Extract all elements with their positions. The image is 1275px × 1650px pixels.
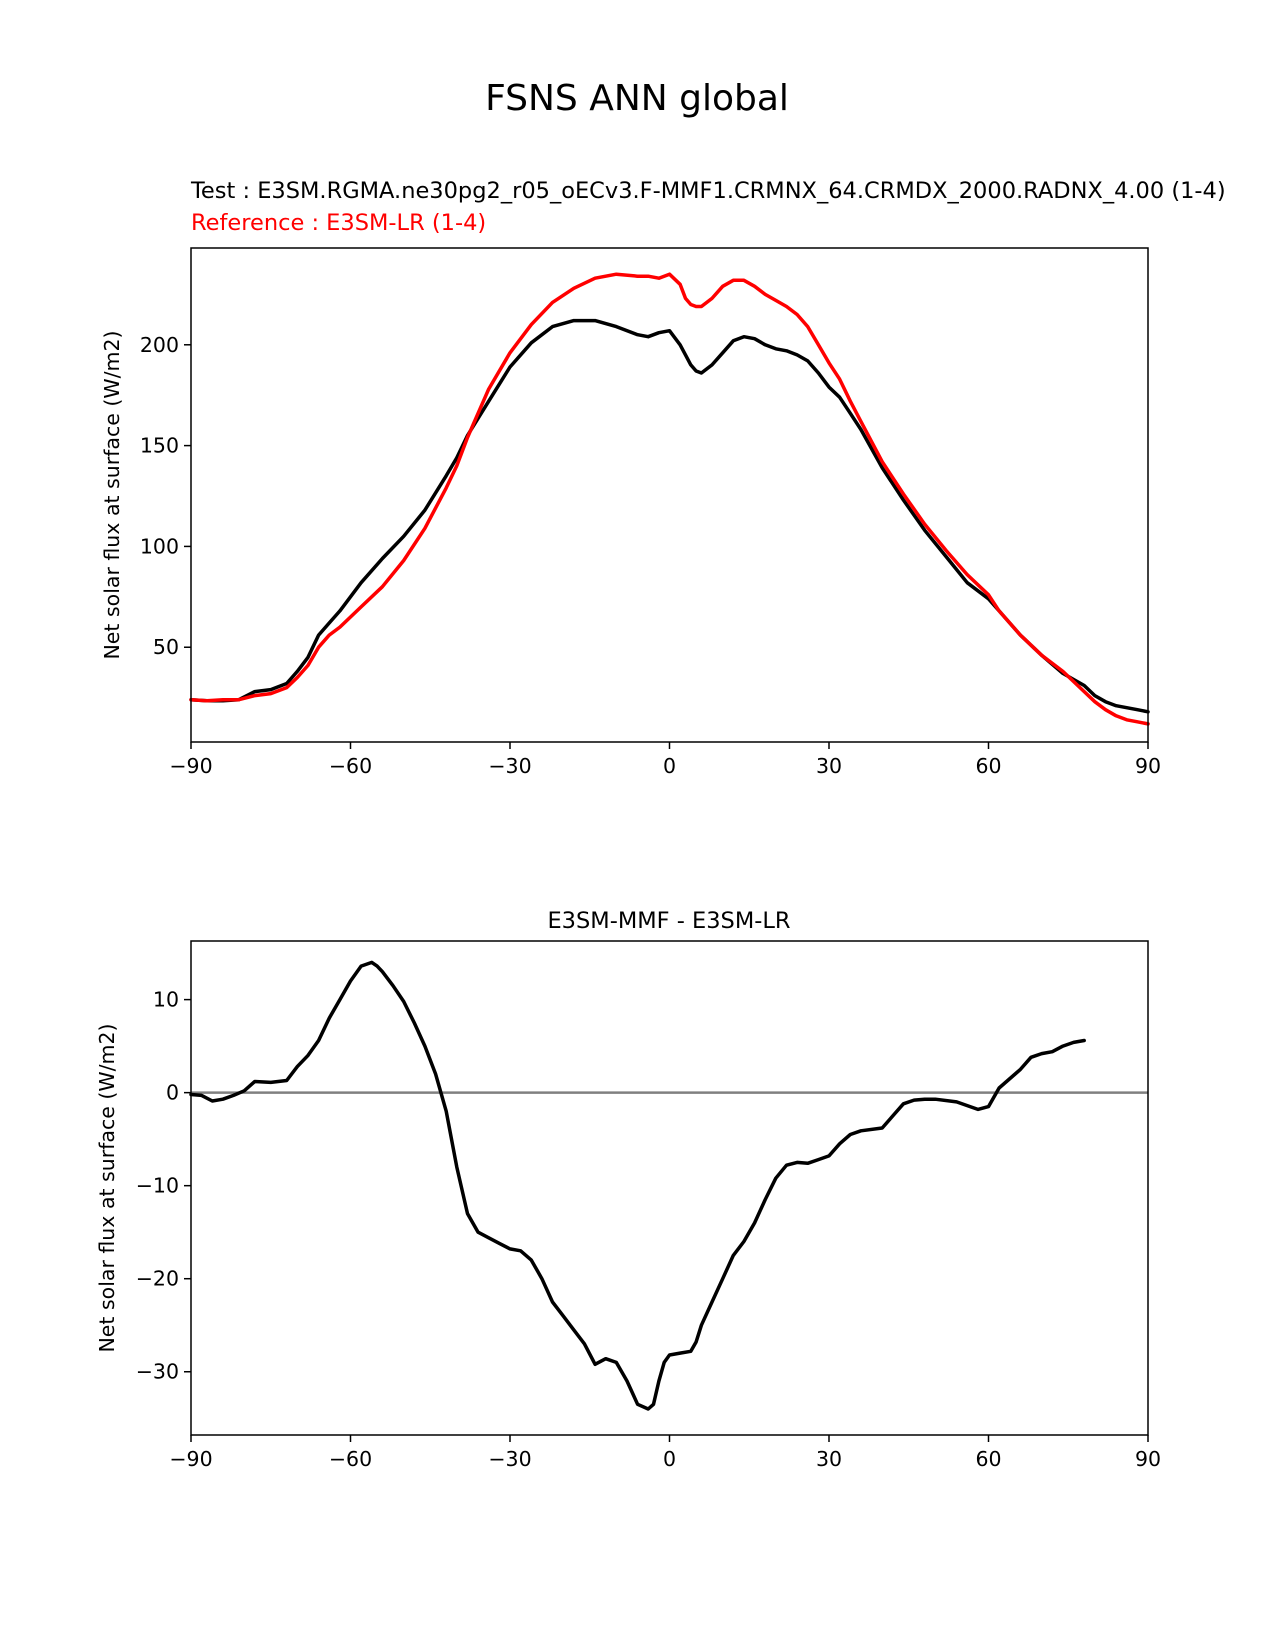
x-tick-label: −60 [329, 754, 372, 778]
x-tick-label: −90 [169, 754, 212, 778]
series-line-difference [189, 960, 1086, 1411]
x-tick-label: −30 [488, 754, 531, 778]
y-tick-label: 50 [153, 635, 179, 659]
y-tick-label: 10 [153, 988, 179, 1012]
top-ylabel: Net solar flux at surface (W/m2) [100, 330, 124, 659]
y-tick-label: 0 [166, 1081, 179, 1105]
series-line-reference [189, 272, 1150, 726]
bottom-panel: E3SM-MMF - E3SM-LR Net solar flux at sur… [95, 908, 1161, 1471]
x-tick-label: 60 [975, 1447, 1001, 1471]
x-tick-label: 0 [663, 1447, 676, 1471]
bottom-ylabel: Net solar flux at surface (W/m2) [95, 1023, 119, 1352]
y-tick-label: −30 [136, 1360, 179, 1384]
series-line-test [189, 318, 1150, 714]
y-tick-label: 150 [140, 434, 179, 458]
x-tick-label: 30 [816, 1447, 842, 1471]
bottom-title: E3SM-MMF - E3SM-LR [547, 908, 790, 934]
x-tick-label: 30 [816, 754, 842, 778]
y-tick-label: 200 [140, 333, 179, 357]
x-tick-label: 0 [663, 754, 676, 778]
figure-suptitle: FSNS ANN global [485, 78, 789, 119]
x-tick-label: −90 [169, 1447, 212, 1471]
y-tick-label: −10 [136, 1174, 179, 1198]
y-tick-label: −20 [136, 1267, 179, 1291]
x-tick-label: −30 [488, 1447, 531, 1471]
top-panel: Test : E3SM.RGMA.ne30pg2_r05_oECv3.F-MMF… [100, 178, 1226, 778]
bottom-axes-frame [190, 940, 1149, 1436]
x-tick-label: −60 [329, 1447, 372, 1471]
test-label: Test : E3SM.RGMA.ne30pg2_r05_oECv3.F-MMF… [190, 178, 1226, 204]
y-tick-label: 100 [140, 534, 179, 558]
x-tick-label: 90 [1135, 754, 1161, 778]
top-axes-frame [190, 247, 1149, 743]
x-tick-label: 60 [975, 754, 1001, 778]
reference-label: Reference : E3SM-LR (1-4) [191, 210, 486, 236]
x-tick-label: 90 [1135, 1447, 1161, 1471]
